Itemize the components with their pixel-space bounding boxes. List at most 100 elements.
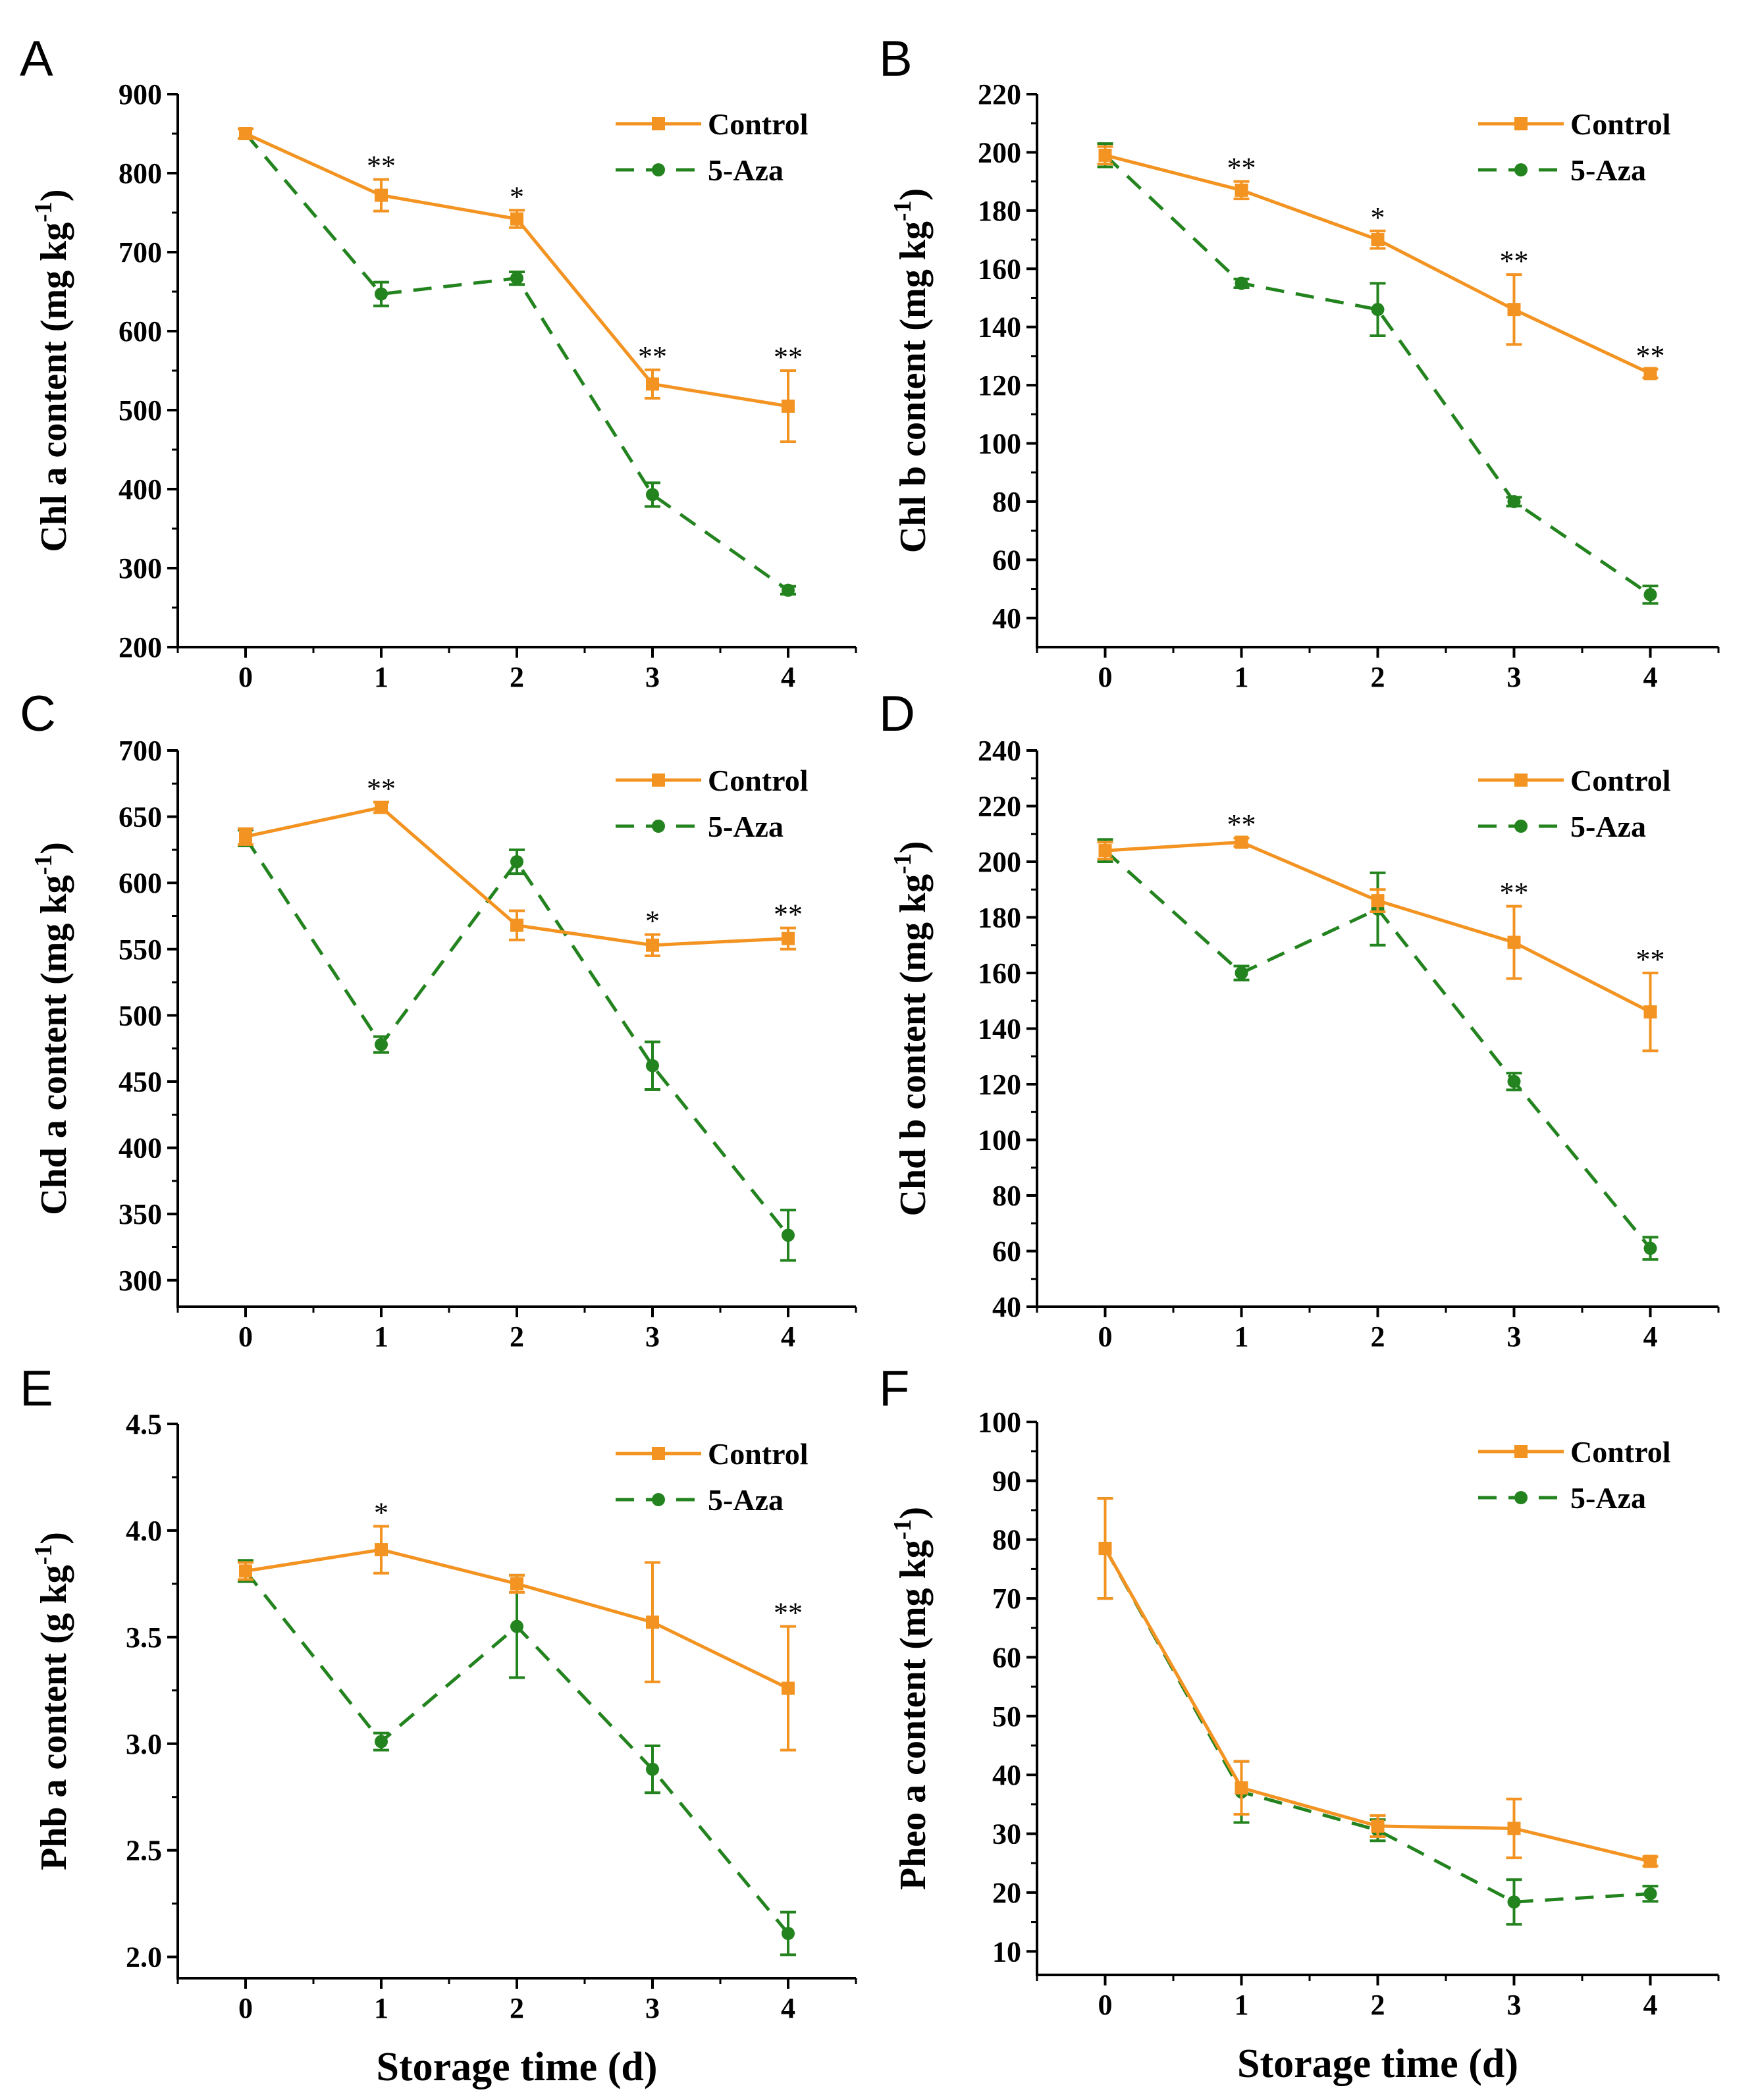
data-point-control: [1507, 1822, 1521, 1835]
data-point-aza: [1643, 588, 1657, 602]
y-axis-label-superscript: -1: [889, 1519, 917, 1540]
legend-label-aza: 5-Aza: [708, 1483, 784, 1517]
legend-marker-aza: [652, 1493, 665, 1506]
x-tick-label: 0: [238, 1321, 253, 1353]
y-tick-label: 120: [978, 1068, 1021, 1101]
y-tick-label: 2.0: [126, 1941, 162, 1974]
legend-label-control: Control: [708, 1437, 809, 1471]
y-tick-label: 80: [992, 1524, 1021, 1556]
data-point-aza: [375, 1735, 388, 1748]
significance-label: *: [510, 180, 524, 213]
x-tick-label: 2: [510, 661, 524, 693]
legend-marker-aza: [652, 163, 665, 176]
x-tick-label: 1: [1235, 1321, 1249, 1353]
x-tick-label: 3: [1507, 1989, 1522, 2021]
data-point-aza: [1235, 276, 1248, 290]
y-tick-label: 70: [992, 1583, 1021, 1615]
x-tick-label: 2: [1371, 661, 1385, 693]
data-point-aza: [375, 1037, 388, 1051]
x-tick-label: 4: [781, 1992, 795, 2024]
legend-marker-aza: [652, 820, 665, 833]
significance-label: *: [645, 905, 660, 937]
data-point-control: [782, 932, 795, 945]
x-tick-label: 3: [645, 661, 660, 693]
panel-letter: C: [20, 686, 56, 742]
x-tick-label: 0: [238, 661, 253, 693]
significance-label: **: [774, 341, 803, 373]
x-tick-label: 3: [1507, 1321, 1522, 1353]
y-tick-label: 2.5: [126, 1835, 162, 1867]
y-axis-label-close: ): [34, 842, 74, 854]
y-tick-label: 200: [978, 136, 1021, 169]
data-point-control: [1098, 844, 1112, 858]
panel-letter: E: [20, 1361, 53, 1417]
data-point-aza: [646, 1059, 659, 1072]
y-axis-label-superscript: -1: [889, 200, 917, 221]
data-point-aza: [510, 1619, 523, 1633]
x-tick-label: 2: [510, 1321, 524, 1353]
y-tick-label: 220: [978, 791, 1021, 823]
data-point-aza: [1507, 1074, 1521, 1088]
data-point-control: [1643, 367, 1657, 381]
data-point-control: [1507, 935, 1521, 949]
y-axis-label-main: Phb a content (g kg: [34, 1565, 74, 1870]
y-tick-label: 350: [119, 1198, 162, 1230]
y-tick-label: 50: [992, 1700, 1021, 1733]
data-point-control: [1643, 1005, 1657, 1019]
data-point-aza: [1643, 1242, 1657, 1255]
y-tick-label: 500: [119, 999, 162, 1032]
y-tick-label: 60: [992, 544, 1021, 576]
data-point-control: [1371, 1819, 1385, 1833]
data-point-control: [239, 829, 252, 843]
significance-label: **: [1227, 152, 1256, 184]
data-point-control: [239, 1564, 252, 1578]
legend-label-control: Control: [1570, 1435, 1671, 1469]
panel-E: E 2.0 2.5 3.0 3.5 4.0 4.5 0 1 2 3 4 Phb a content (g…: [20, 1361, 857, 2089]
x-tick-label: 1: [374, 661, 388, 693]
x-tick-label: 2: [1371, 1989, 1385, 2021]
legend-label-control: Control: [1570, 764, 1671, 797]
legend-label-aza: 5-Aza: [708, 810, 784, 843]
y-tick-label: 800: [119, 157, 162, 190]
legend-label-aza: 5-Aza: [1570, 153, 1646, 187]
legend-marker-control: [652, 774, 665, 787]
y-tick-label: 4.0: [126, 1515, 162, 1547]
legend-label-control: Control: [1570, 107, 1671, 141]
legend-marker-control: [652, 1447, 665, 1460]
panel-C: C 300 350 400 450 500 550 600 650 700 0 1 2 3 4 Chd a c…: [20, 686, 857, 1353]
x-tick-label: 1: [374, 1321, 388, 1353]
y-tick-label: 80: [992, 486, 1021, 518]
y-tick-label: 80: [992, 1180, 1021, 1212]
x-tick-label: 4: [781, 661, 795, 693]
y-axis-label-main: Chd b content (mg kg: [893, 874, 934, 1217]
y-axis-label-close: ): [893, 1507, 934, 1519]
y-tick-label: 40: [992, 1291, 1021, 1323]
y-tick-label: 240: [978, 735, 1021, 767]
x-tick-label: 3: [645, 1321, 660, 1353]
data-point-aza: [782, 1926, 795, 1940]
data-point-aza: [646, 488, 659, 502]
data-point-control: [646, 938, 659, 952]
data-point-control: [1371, 894, 1385, 908]
y-tick-label: 300: [119, 552, 162, 585]
legend-marker-aza: [1514, 163, 1528, 176]
y-tick-label: 400: [119, 473, 162, 506]
y-tick-label: 3.0: [126, 1728, 162, 1760]
panel-letter: A: [20, 31, 53, 87]
series-line-control: [1104, 153, 1651, 375]
data-point-control: [510, 918, 523, 932]
y-axis-label: Chl a content (mg kg-1): [30, 189, 74, 552]
y-axis-label: Chl b content (mg kg-1): [889, 188, 934, 553]
legend-label-aza: 5-Aza: [1570, 810, 1646, 843]
panel-B: B 40 60 80 100 120 140 160 180 200 220 0 1 2 3 4 Chl b c…: [879, 31, 1720, 693]
y-tick-label: 300: [119, 1265, 162, 1297]
panel-letter: D: [879, 686, 915, 742]
y-tick-label: 60: [992, 1236, 1021, 1268]
data-point-aza: [1371, 303, 1385, 317]
x-tick-label: 4: [781, 1321, 795, 1353]
y-axis-label-main: Chl b content (mg kg: [893, 221, 934, 553]
panel-A: A 200 300 400 500 600 700 800 900 0 1 2 3 4 Chl a cont…: [20, 31, 857, 693]
panel-letter: B: [879, 31, 913, 87]
data-point-control: [1098, 1542, 1112, 1556]
